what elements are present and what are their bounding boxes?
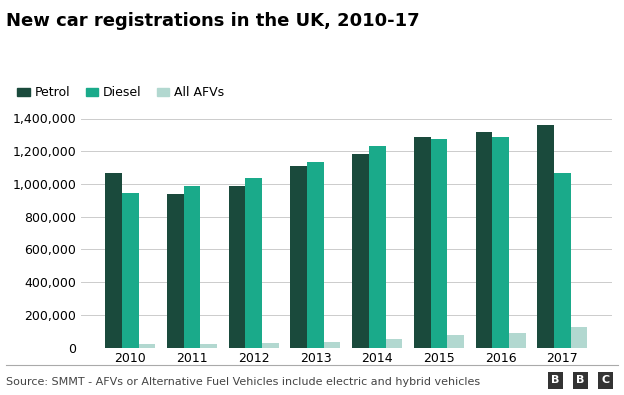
Text: C: C [601,375,610,385]
Bar [167,194,183,348]
Bar [369,145,386,348]
Bar [290,166,307,348]
Bar [122,193,139,348]
Bar [200,344,217,348]
Bar [537,125,554,348]
Text: New car registrations in the UK, 2010-17: New car registrations in the UK, 2010-17 [6,12,420,30]
Bar [105,173,122,348]
Bar [183,186,200,348]
Bar [139,344,155,348]
Bar [245,178,262,348]
Bar [229,186,245,348]
Bar [554,173,571,348]
Text: B: B [551,375,560,385]
Bar [307,162,324,348]
Bar [447,335,464,348]
Bar [431,139,447,348]
Bar [571,327,587,348]
Bar [509,333,525,348]
Bar [262,343,279,348]
Text: Source: SMMT - AFVs or Alternative Fuel Vehicles include electric and hybrid veh: Source: SMMT - AFVs or Alternative Fuel … [6,377,480,387]
Legend: Petrol, Diesel, All AFVs: Petrol, Diesel, All AFVs [12,81,230,104]
Bar [352,154,369,348]
Bar [386,339,402,348]
Text: B: B [576,375,585,385]
Bar [324,342,341,348]
Bar [492,137,509,348]
Bar [475,132,492,348]
Bar [414,137,431,348]
